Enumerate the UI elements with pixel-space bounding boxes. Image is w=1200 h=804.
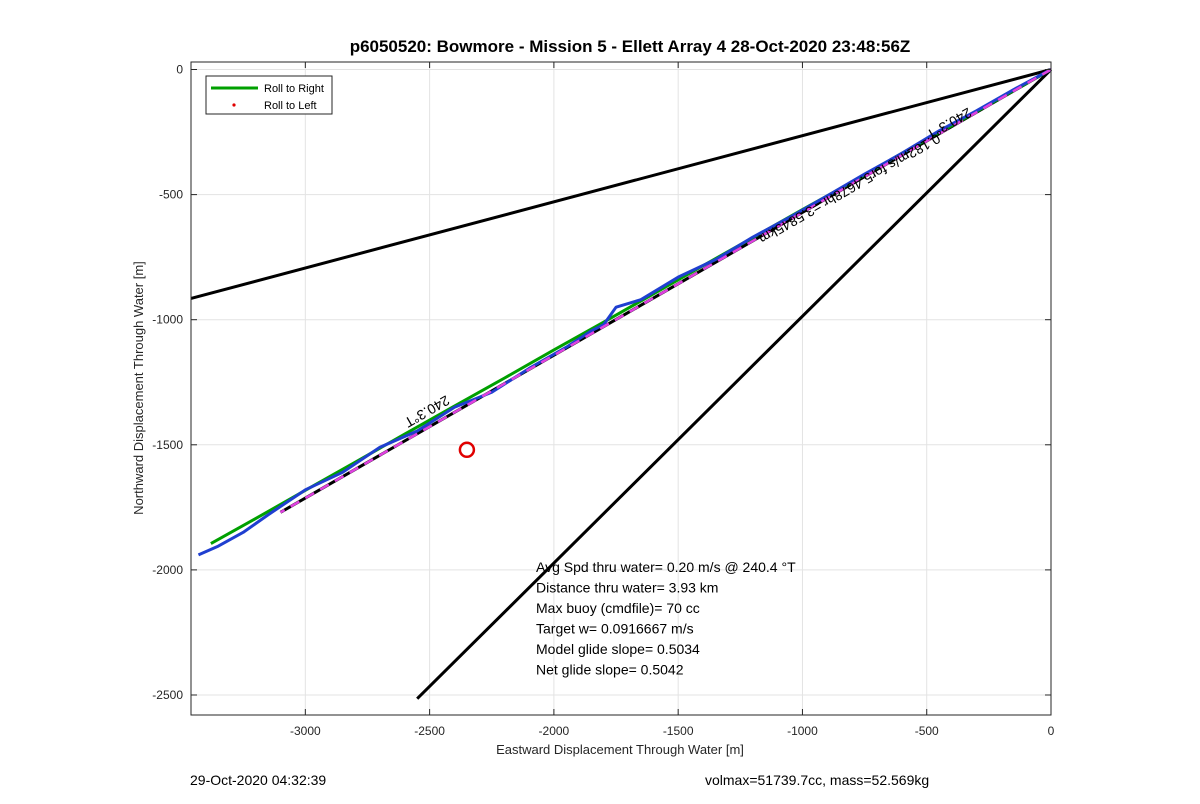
bearing-line-upper	[190, 68, 1052, 300]
x-tick-label: -1500	[663, 724, 694, 738]
y-tick-label: -1500	[152, 438, 183, 452]
x-tick-label: -3000	[290, 724, 321, 738]
stats-box: Avg Spd thru water= 0.20 m/s @ 240.4 °T D…	[536, 559, 796, 678]
y-axis-label: Northward Displacement Through Water [m]	[131, 261, 146, 515]
x-tick-label: -2500	[414, 724, 445, 738]
stats-line: Distance thru water= 3.93 km	[536, 580, 718, 596]
y-tick-label: -2500	[152, 688, 183, 702]
x-axis-label: Eastward Displacement Through Water [m]	[496, 742, 744, 757]
x-tick-label: -500	[915, 724, 939, 738]
annotation-label: 0.182m/s for5.4678hr =3.5845km	[756, 131, 943, 248]
target-circle	[458, 441, 476, 459]
stats-line: Model glide slope= 0.5034	[536, 641, 700, 657]
bearing-line-lower	[416, 68, 1053, 700]
legend-dot-swatch	[232, 103, 236, 107]
tick-layer: -3000 -2500 -2000 -1500 -1000 -500 0 0 -500 -1000…	[152, 62, 1055, 738]
legend-label: Roll to Left	[264, 100, 317, 112]
stats-line: Net glide slope= 0.5042	[536, 662, 684, 678]
track-overlay	[279, 68, 1052, 514]
legend: Roll to Right Roll to Left	[205, 75, 333, 115]
footer-volmax-mass: volmax=51739.7cc, mass=52.569kg	[705, 772, 930, 788]
x-tick-label: -2000	[539, 724, 570, 738]
series-line	[197, 68, 1052, 557]
y-tick-label: -2000	[152, 563, 183, 577]
y-tick-label: -1000	[152, 313, 183, 327]
stats-line: Max buoy (cmdfile)= 70 cc	[536, 600, 700, 616]
data-layer	[190, 68, 1053, 700]
y-tick-label: -500	[159, 188, 183, 202]
x-tick-label: 0	[1048, 724, 1055, 738]
x-tick-label: -1000	[787, 724, 818, 738]
legend-label: Roll to Right	[264, 83, 324, 95]
legend-box	[205, 75, 333, 115]
chart-title: p6050520: Bowmore - Mission 5 - Ellett A…	[350, 37, 911, 56]
y-tick-label: 0	[176, 63, 183, 77]
grid	[191, 62, 1052, 715]
stats-line: Avg Spd thru water= 0.20 m/s @ 240.4 °T	[536, 559, 796, 575]
footer-timestamp: 29-Oct-2020 04:32:39	[190, 772, 327, 788]
axes-box	[190, 61, 1052, 716]
stats-line: Target w= 0.0916667 m/s	[536, 621, 694, 637]
